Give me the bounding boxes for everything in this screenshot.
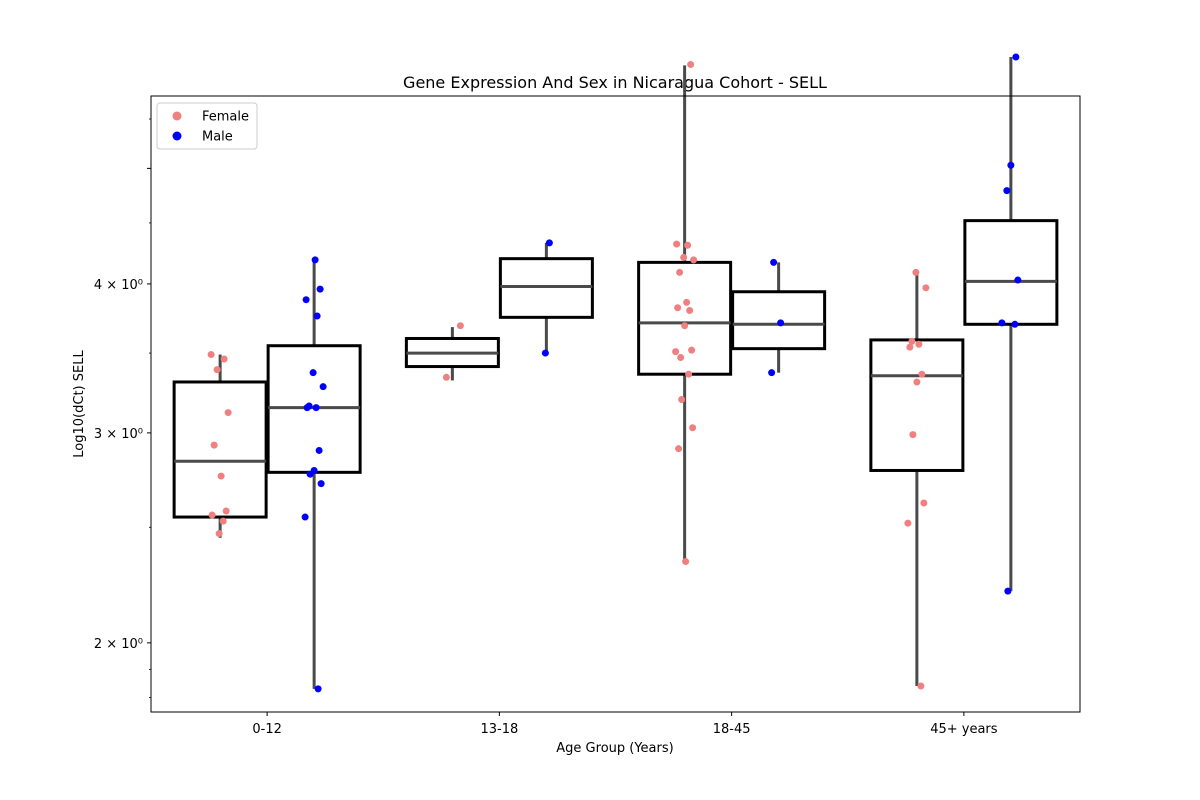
female-data-point (219, 517, 227, 525)
female-data-point (220, 355, 228, 363)
female-data-point (685, 370, 693, 378)
male-box-group (963, 56, 1059, 592)
female-data-point (213, 366, 221, 374)
female-data-point (918, 370, 926, 378)
female-data-point (456, 322, 464, 330)
female-data-point (687, 61, 695, 69)
female-data-point (674, 304, 682, 312)
female-data-point (908, 337, 916, 345)
male-data-point (314, 685, 322, 693)
female-data-point (673, 240, 681, 248)
male-data-point (315, 446, 323, 454)
male-data-point (541, 349, 549, 357)
female-data-point (672, 348, 680, 356)
male-data-point (1012, 53, 1020, 61)
male-box (963, 219, 1059, 326)
female-data-point (217, 472, 225, 480)
female-data-point (677, 354, 685, 362)
male-data-point (317, 480, 325, 488)
female-data-point (676, 268, 684, 276)
female-data-point (912, 268, 920, 276)
male-data-point (313, 312, 321, 320)
female-box-group (637, 65, 733, 562)
female-data-point (904, 519, 912, 527)
female-data-point (680, 253, 688, 261)
female-data-point (208, 511, 216, 519)
female-data-point (215, 530, 223, 538)
female-data-point (917, 682, 925, 690)
y-axis: 2 × 10⁰ 3 × 10⁰ 4 × 10⁰ (94, 118, 151, 698)
y-tick-label: 3 × 10⁰ (94, 427, 143, 442)
male-data-point (309, 369, 317, 377)
female-data-point (689, 424, 697, 432)
x-tick-label: 18-45 (713, 722, 751, 737)
male-data-point (768, 369, 776, 377)
female-box-group (404, 327, 500, 381)
female-data-point (686, 306, 694, 314)
female-legend-label: Female (202, 110, 249, 125)
female-data-point (688, 346, 696, 354)
female-box (637, 260, 733, 376)
male-legend-label: Male (202, 130, 233, 145)
male-data-point (1007, 161, 1015, 169)
y-axis-label: Log10(dCt) SELL (72, 350, 87, 458)
male-data-point (1003, 187, 1011, 195)
female-data-point (915, 340, 923, 348)
male-box-group (498, 242, 594, 354)
y-tick-label: 4 × 10⁰ (94, 278, 143, 293)
female-data-point (909, 431, 917, 439)
axes-frame (150, 95, 1081, 713)
male-data-point (302, 296, 310, 304)
female-data-point (678, 395, 686, 403)
legend: Female Male (156, 102, 258, 150)
female-data-point (207, 351, 215, 359)
x-tick-label: 45+ years (930, 722, 998, 737)
male-data-point (306, 470, 314, 478)
female-data-point (210, 441, 218, 449)
female-box-group (869, 272, 965, 687)
male-data-point (1011, 320, 1019, 328)
male-data-point (777, 319, 785, 327)
y-tick-label: 2 × 10⁰ (94, 637, 143, 652)
female-data-point (906, 343, 914, 351)
x-tick-label: 13-18 (480, 722, 518, 737)
female-legend-marker (172, 111, 182, 121)
x-axis-label: Age Group (Years) (556, 741, 673, 756)
male-data-point (998, 319, 1006, 327)
female-data-point (681, 322, 689, 330)
male-data-point (770, 258, 778, 266)
x-tick-label: 0-12 (252, 722, 282, 737)
female-data-point (684, 241, 692, 249)
female-box (172, 380, 268, 519)
male-data-point (319, 383, 327, 391)
male-data-point (316, 285, 324, 293)
female-data-point (682, 558, 690, 566)
male-data-point (311, 256, 319, 264)
male-data-point (312, 404, 320, 412)
chart-title: Gene Expression And Sex in Nicaragua Coh… (403, 73, 827, 92)
male-data-point (1004, 587, 1012, 595)
female-data-point (922, 284, 930, 292)
female-data-point (222, 507, 230, 515)
x-axis: 0-12 13-18 18-45 45+ years (252, 712, 998, 737)
male-data-point (301, 513, 309, 521)
male-legend-marker (172, 131, 182, 141)
female-data-point (442, 373, 450, 381)
male-box (731, 290, 827, 351)
female-data-point (683, 298, 691, 306)
male-data-point (303, 404, 311, 412)
female-data-point (224, 409, 232, 417)
female-data-point (920, 499, 928, 507)
female-data-point (913, 378, 921, 386)
male-data-point (545, 239, 553, 247)
male-data-point (1014, 276, 1022, 284)
female-data-point (675, 445, 683, 453)
female-data-point (690, 256, 698, 264)
female-box (869, 338, 965, 472)
legend-box (156, 102, 258, 150)
plot-area (172, 53, 1059, 693)
